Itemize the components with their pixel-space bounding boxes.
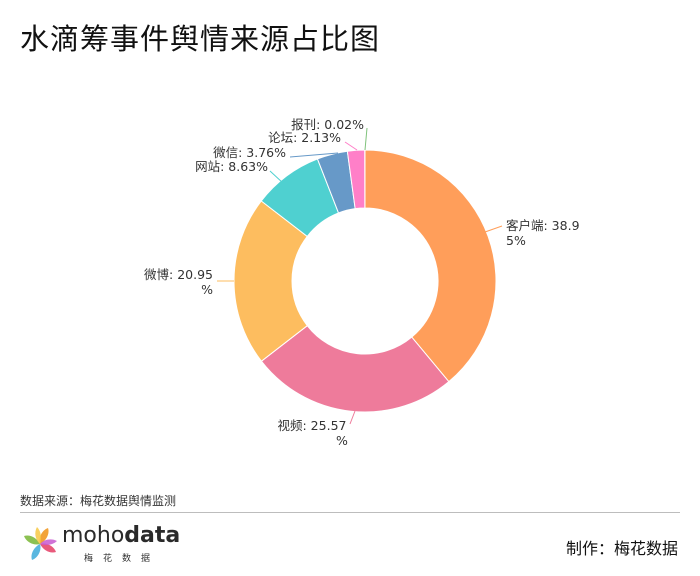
slice-label-1-line-1: % [336, 433, 348, 448]
slice-label-6-line-0: 报刊: 0.02% [291, 117, 364, 132]
slice-labels: 客户端: 38.95%视频: 25.57%微博: 20.95%网站: 8.63%… [144, 117, 580, 448]
slice-label-4-line-0: 微信: 3.76% [213, 145, 286, 160]
leader-line-5 [344, 141, 358, 151]
pie-slice-0 [364, 149, 497, 383]
pie-slice-1 [260, 324, 450, 413]
slice-label-2-line-0: 微博: 20.95 [144, 267, 213, 282]
logo-wordmark-light: moho [62, 523, 125, 548]
leader-line-4 [289, 152, 339, 158]
logo-wordmark-bold: data [124, 523, 181, 548]
logo-wordmark: mohodata [62, 523, 180, 548]
chart-credit: 制作：梅花数据 [565, 539, 678, 558]
slice-label-3-line-0: 网站: 8.63% [195, 159, 268, 174]
pie-slices [233, 149, 497, 413]
leader-line-6 [364, 127, 368, 151]
leader-lines [217, 127, 503, 425]
leader-line-1 [349, 410, 356, 425]
slice-label-1-line-0: 视频: 25.57 [278, 418, 347, 433]
leader-line-3 [269, 170, 284, 184]
leader-line-0 [484, 225, 503, 233]
footer-divider [20, 512, 680, 513]
slice-label-0-line-0: 客户端: 38.9 [506, 218, 580, 233]
donut-chart: 客户端: 38.95%视频: 25.57%微博: 20.95%网站: 8.63%… [144, 117, 580, 448]
slice-label-2-line-1: % [201, 282, 213, 297]
pie-slice-2 [233, 200, 308, 362]
data-source-note: 数据来源：梅花数据舆情监测 [20, 494, 177, 508]
slice-label-0-line-1: 5% [506, 233, 526, 248]
mohodata-logo-icon [24, 527, 57, 560]
chart-title: 水滴筹事件舆情来源占比图 [20, 22, 381, 56]
slice-label-5-line-0: 论坛: 2.13% [268, 130, 341, 145]
logo-subtitle: 梅花数据 [84, 554, 161, 564]
